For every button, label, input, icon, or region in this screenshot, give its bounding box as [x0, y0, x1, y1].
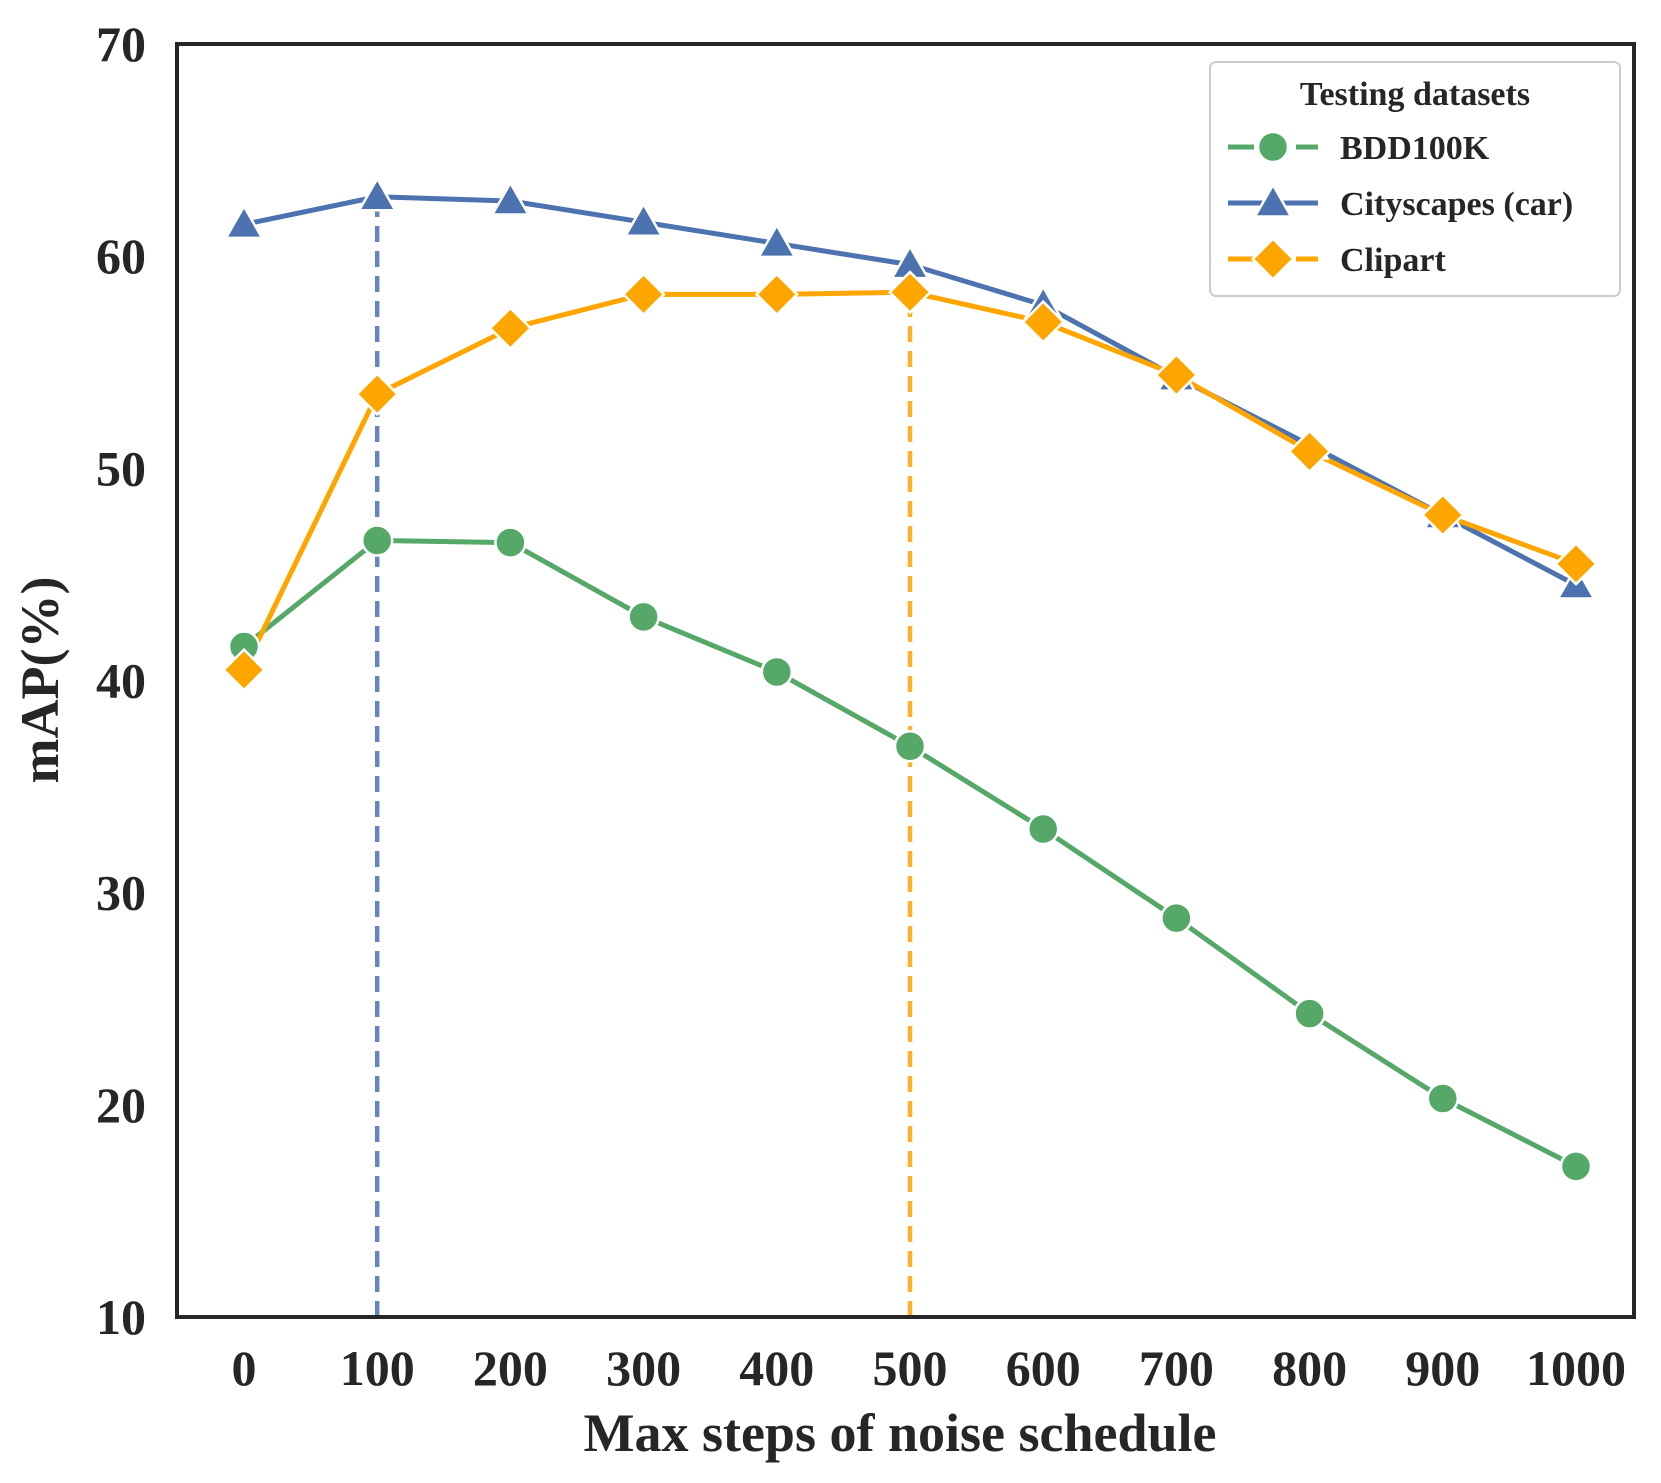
y-axis-label: mAP(%): [10, 577, 70, 784]
legend-marker: [1252, 182, 1294, 218]
data-point-cityscapes-car-0: [223, 203, 265, 240]
x-tick-label: 700: [1139, 1340, 1214, 1396]
x-tick-label: 500: [873, 1340, 948, 1396]
data-point-clipart-100: [355, 372, 400, 417]
data-point-bdd100k-500: [893, 730, 927, 763]
x-tick-label: 200: [473, 1340, 548, 1396]
data-point-bdd100k-1000: [1559, 1150, 1593, 1183]
data-point-cityscapes-car-300: [623, 201, 664, 237]
data-point-bdd100k-700: [1160, 901, 1193, 935]
legend-marker: [1256, 130, 1290, 164]
legend-label: Cityscapes (car): [1340, 186, 1573, 223]
data-point-clipart-700: [1154, 352, 1199, 397]
legend-title: Testing datasets: [1300, 76, 1530, 113]
data-point-clipart-400: [754, 272, 799, 317]
data-point-clipart-200: [488, 306, 533, 351]
x-tick-label: 800: [1272, 1340, 1347, 1396]
data-point-clipart-900: [1420, 492, 1465, 538]
legend-entry-bdd100k: BDD100K: [1228, 130, 1490, 167]
data-point-clipart-500: [887, 270, 933, 315]
x-tick-label: 1000: [1526, 1340, 1626, 1396]
data-point-clipart-0: [221, 647, 267, 692]
data-point-bdd100k-900: [1426, 1082, 1460, 1115]
x-axis-label: Max steps of noise schedule: [584, 1403, 1217, 1463]
y-tick-label: 10: [96, 1289, 146, 1345]
data-point-clipart-800: [1287, 429, 1332, 474]
x-tick-label: 600: [1006, 1340, 1081, 1396]
data-point-cityscapes-car-200: [490, 180, 531, 216]
y-tick-label: 50: [96, 440, 146, 496]
legend-entry-clipart: Clipart: [1228, 236, 1446, 282]
reference-lines: [374, 181, 913, 1317]
x-tick-label: 0: [232, 1340, 257, 1396]
legend-box: [1209, 61, 1621, 297]
legend-marker: [1250, 236, 1296, 282]
data-point-bdd100k-800: [1293, 997, 1326, 1030]
y-tick-label: 20: [96, 1077, 146, 1133]
series-markers: [221, 176, 1599, 1183]
data-point-clipart-600: [1021, 299, 1066, 344]
legend: Testing datasets BDD100K Cityscapes (car)…: [1209, 61, 1621, 297]
y-tick-label: 40: [96, 653, 146, 709]
legend-label: BDD100K: [1340, 130, 1490, 167]
x-axis-ticks: 0 100 200 300 400 500 600 700 800 900 1000: [232, 1340, 1627, 1396]
data-point-bdd100k-100: [360, 524, 394, 557]
data-point-clipart-1000: [1553, 541, 1599, 586]
x-tick-label: 900: [1405, 1340, 1480, 1396]
x-tick-label: 300: [606, 1340, 681, 1396]
data-point-bdd100k-600: [1026, 812, 1060, 846]
y-tick-label: 30: [96, 865, 146, 921]
data-point-bdd100k-300: [627, 600, 660, 634]
x-tick-label: 400: [739, 1340, 814, 1396]
legend-entry-cityscapes-car: Cityscapes (car): [1228, 182, 1573, 223]
y-tick-label: 60: [96, 228, 146, 284]
x-tick-label: 100: [340, 1340, 415, 1396]
data-point-bdd100k-200: [494, 526, 527, 559]
legend-label: Clipart: [1340, 242, 1446, 279]
legend-entries: BDD100K Cityscapes (car) Clipart: [1228, 130, 1573, 282]
y-tick-label: 70: [96, 16, 146, 72]
data-point-clipart-300: [621, 272, 666, 317]
y-axis-ticks: 10 20 30 40 50 60 70: [96, 16, 146, 1345]
data-point-bdd100k-400: [760, 655, 794, 689]
data-point-cityscapes-car-100: [357, 176, 398, 212]
data-point-cityscapes-car-400: [756, 222, 797, 259]
plot-frame: [175, 42, 1636, 1319]
